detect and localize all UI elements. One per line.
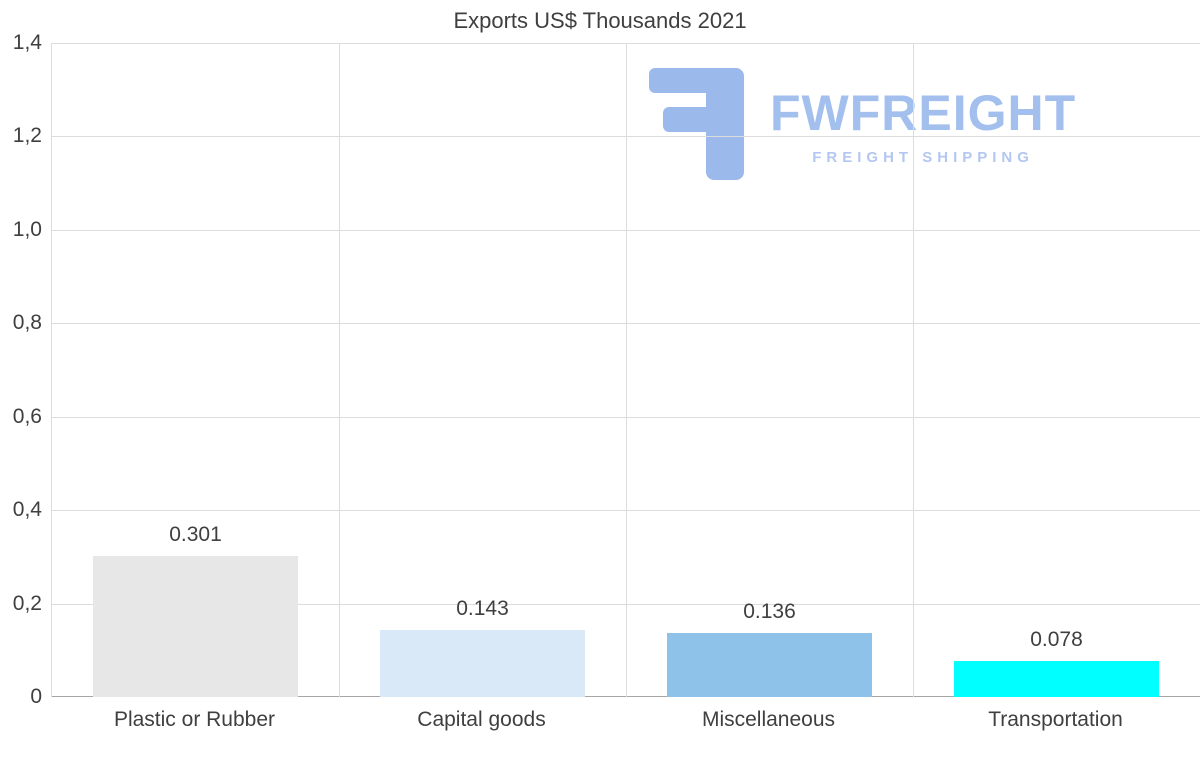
watermark-text: FWFREIGHT FREIGHT SHIPPING — [770, 88, 1076, 166]
category-label: Transportation — [988, 708, 1123, 731]
fwfreight-logo-icon — [649, 68, 744, 180]
v-gridline — [913, 43, 914, 697]
bar — [954, 661, 1159, 697]
y-tick-label: 1,4 — [12, 31, 42, 54]
bar-value-label: 0.136 — [743, 600, 796, 623]
bar-value-label: 0.143 — [456, 597, 509, 620]
bar — [667, 633, 872, 697]
bar — [380, 630, 585, 697]
category-label: Plastic or Rubber — [113, 708, 276, 731]
y-tick-label: 1,2 — [12, 124, 42, 147]
watermark: FWFREIGHT FREIGHT SHIPPING — [649, 68, 1076, 182]
y-tick-label: 0 — [30, 685, 42, 708]
category-label: Miscellaneous — [701, 708, 836, 731]
v-gridline — [626, 43, 627, 697]
y-tick-label: 0,8 — [12, 311, 42, 334]
bar — [93, 556, 298, 697]
y-tick-label: 0,2 — [12, 592, 42, 615]
y-tick-label: 1,0 — [12, 218, 42, 241]
category-label: Capital goods — [417, 708, 546, 731]
y-tick-label: 0,4 — [12, 498, 42, 521]
chart-title: Exports US$ Thousands 2021 — [453, 8, 747, 33]
bar-value-label: 0.078 — [1030, 628, 1083, 651]
y-tick-label: 0,6 — [12, 405, 42, 428]
v-gridline — [339, 43, 340, 697]
watermark-brand: FWFREIGHT — [770, 85, 1077, 141]
watermark-tagline: FREIGHT SHIPPING — [812, 149, 1034, 166]
bar-value-label: 0.301 — [169, 523, 222, 546]
y-axis-labels: 0 0,2 0,4 0,6 0,8 1,0 1,2 1,4 — [0, 0, 42, 763]
plot-area: FWFREIGHT FREIGHT SHIPPING 0.301 0.143 0.1… — [51, 43, 1200, 697]
x-axis-labels: Plastic or Rubber Capital goods Miscellane… — [0, 705, 1200, 739]
